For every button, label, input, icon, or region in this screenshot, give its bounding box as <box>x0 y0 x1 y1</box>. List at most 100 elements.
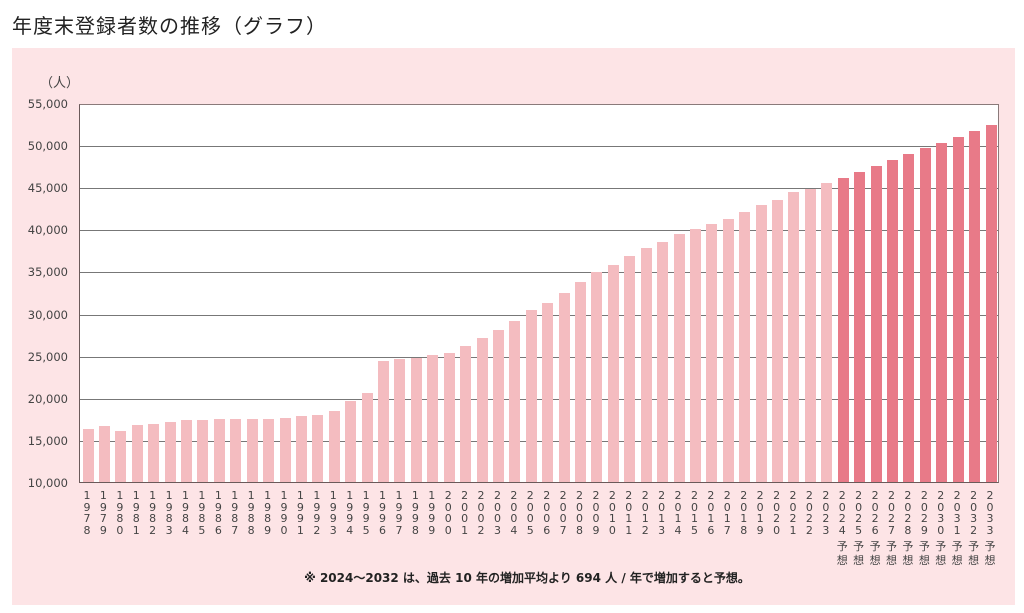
actual-bar <box>575 282 587 482</box>
actual-bar <box>394 358 406 482</box>
actual-bar <box>772 199 784 482</box>
footnote: ※ 2024～2032 は、過去 10 年の増加平均より 694 人 / 年で増… <box>304 571 750 585</box>
forecast-marker: 予想 <box>918 540 930 567</box>
actual-bar <box>607 264 619 482</box>
y-tick-label: 50,000 <box>27 139 68 154</box>
actual-bar <box>361 393 373 482</box>
actual-bar <box>328 411 340 482</box>
actual-bar <box>246 418 258 482</box>
actual-bar <box>706 224 718 482</box>
y-axis-unit-label: （人） <box>40 76 80 91</box>
actual-bar <box>345 400 357 482</box>
forecast-marker: 予想 <box>885 540 897 567</box>
y-tick-label: 45,000 <box>27 181 68 196</box>
page-title: 年度末登録者数の推移（グラフ） <box>12 14 327 38</box>
gridline <box>80 146 998 148</box>
actual-bar <box>509 321 521 482</box>
actual-bar <box>460 346 472 482</box>
forecast-marker: 予想 <box>951 540 963 567</box>
forecast-bar <box>969 130 981 482</box>
forecast-bar <box>919 148 931 482</box>
forecast-marker: 予想 <box>968 540 980 567</box>
forecast-bar <box>837 177 849 482</box>
actual-bar <box>181 419 192 482</box>
actual-bar <box>689 228 701 482</box>
actual-bar <box>788 191 800 482</box>
gridline <box>80 188 998 190</box>
actual-bar <box>640 247 652 482</box>
actual-bar <box>443 353 455 482</box>
actual-bar <box>279 418 291 482</box>
plot-area <box>79 104 999 483</box>
actual-bar <box>230 418 242 482</box>
actual-bar <box>312 415 324 482</box>
forecast-marker: 予想 <box>902 540 914 567</box>
actual-bar <box>164 422 176 482</box>
actual-bar <box>378 361 390 482</box>
forecast-bar <box>854 171 866 482</box>
forecast-bar <box>936 142 948 482</box>
gridline <box>80 230 998 232</box>
y-tick-label: 55,000 <box>27 97 68 111</box>
actual-bar <box>804 188 816 482</box>
actual-bar <box>427 355 439 482</box>
actual-bar <box>410 357 422 482</box>
y-tick-label: 25,000 <box>27 349 68 364</box>
actual-bar <box>295 416 307 482</box>
forecast-marker: 予想 <box>853 540 865 567</box>
actual-bar <box>739 211 751 482</box>
actual-bar <box>492 330 504 482</box>
actual-bar <box>131 424 143 482</box>
forecast-bar <box>903 154 915 482</box>
forecast-marker: 予想 <box>836 540 848 567</box>
forecast-marker: 予想 <box>935 540 947 567</box>
forecast-bar <box>870 165 882 482</box>
actual-bar <box>722 218 734 482</box>
forecast-marker: 予想 <box>984 540 996 567</box>
actual-bar <box>263 418 275 482</box>
actual-bar <box>476 337 488 482</box>
actual-bar <box>542 303 554 482</box>
